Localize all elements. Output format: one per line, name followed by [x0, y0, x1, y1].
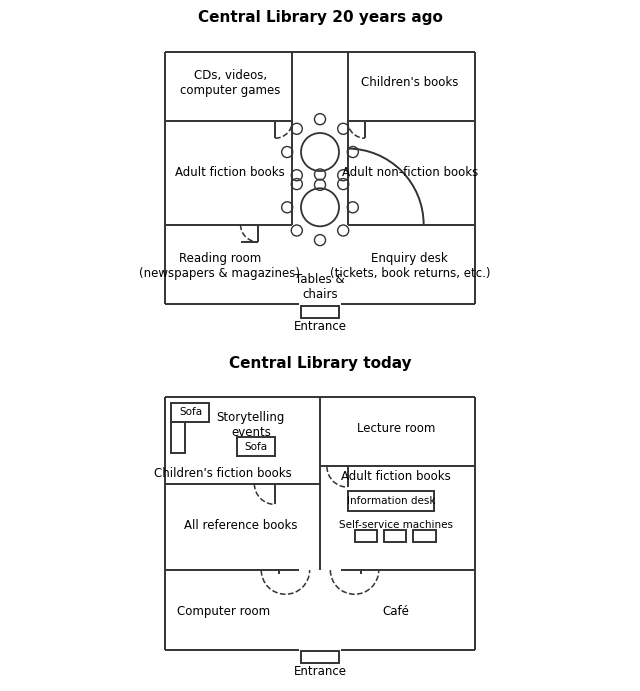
Text: Storytelling
events: Storytelling events [217, 411, 285, 439]
Text: Entrance: Entrance [294, 665, 346, 679]
Text: Enquiry desk
(tickets, book returns, etc.): Enquiry desk (tickets, book returns, etc… [330, 252, 490, 280]
Text: Reading room
(newspapers & magazines): Reading room (newspapers & magazines) [140, 252, 300, 280]
Bar [172, 422, 185, 453]
Text: Entrance: Entrance [294, 320, 346, 333]
Bar [413, 531, 436, 542]
Text: CDs, videos,
computer games: CDs, videos, computer games [180, 69, 280, 97]
Text: All reference books: All reference books [184, 519, 298, 531]
Text: Sofa: Sofa [244, 442, 268, 451]
Text: Adult fiction books: Adult fiction books [341, 471, 451, 483]
Bar [301, 651, 339, 663]
Text: Information desk: Information desk [347, 496, 435, 506]
Text: Computer room: Computer room [177, 605, 270, 618]
Text: Adult fiction books: Adult fiction books [175, 167, 285, 179]
Text: Tables &
chairs: Tables & chairs [295, 273, 345, 301]
Text: Adult non-fiction books: Adult non-fiction books [342, 167, 478, 179]
Bar [384, 531, 406, 542]
Text: Self-service machines: Self-service machines [339, 520, 453, 530]
Bar [172, 402, 209, 422]
Text: Children's fiction books: Children's fiction books [154, 467, 292, 480]
Bar [348, 491, 434, 511]
Text: Central Library 20 years ago: Central Library 20 years ago [198, 10, 442, 26]
Text: Café: Café [383, 605, 410, 618]
Text: Central Library today: Central Library today [228, 356, 412, 371]
Bar [301, 306, 339, 318]
Text: Sofa: Sofa [179, 407, 202, 417]
Text: Lecture room: Lecture room [357, 422, 435, 435]
Bar [355, 531, 377, 542]
Text: Children's books: Children's books [361, 77, 458, 89]
Bar [237, 437, 275, 456]
